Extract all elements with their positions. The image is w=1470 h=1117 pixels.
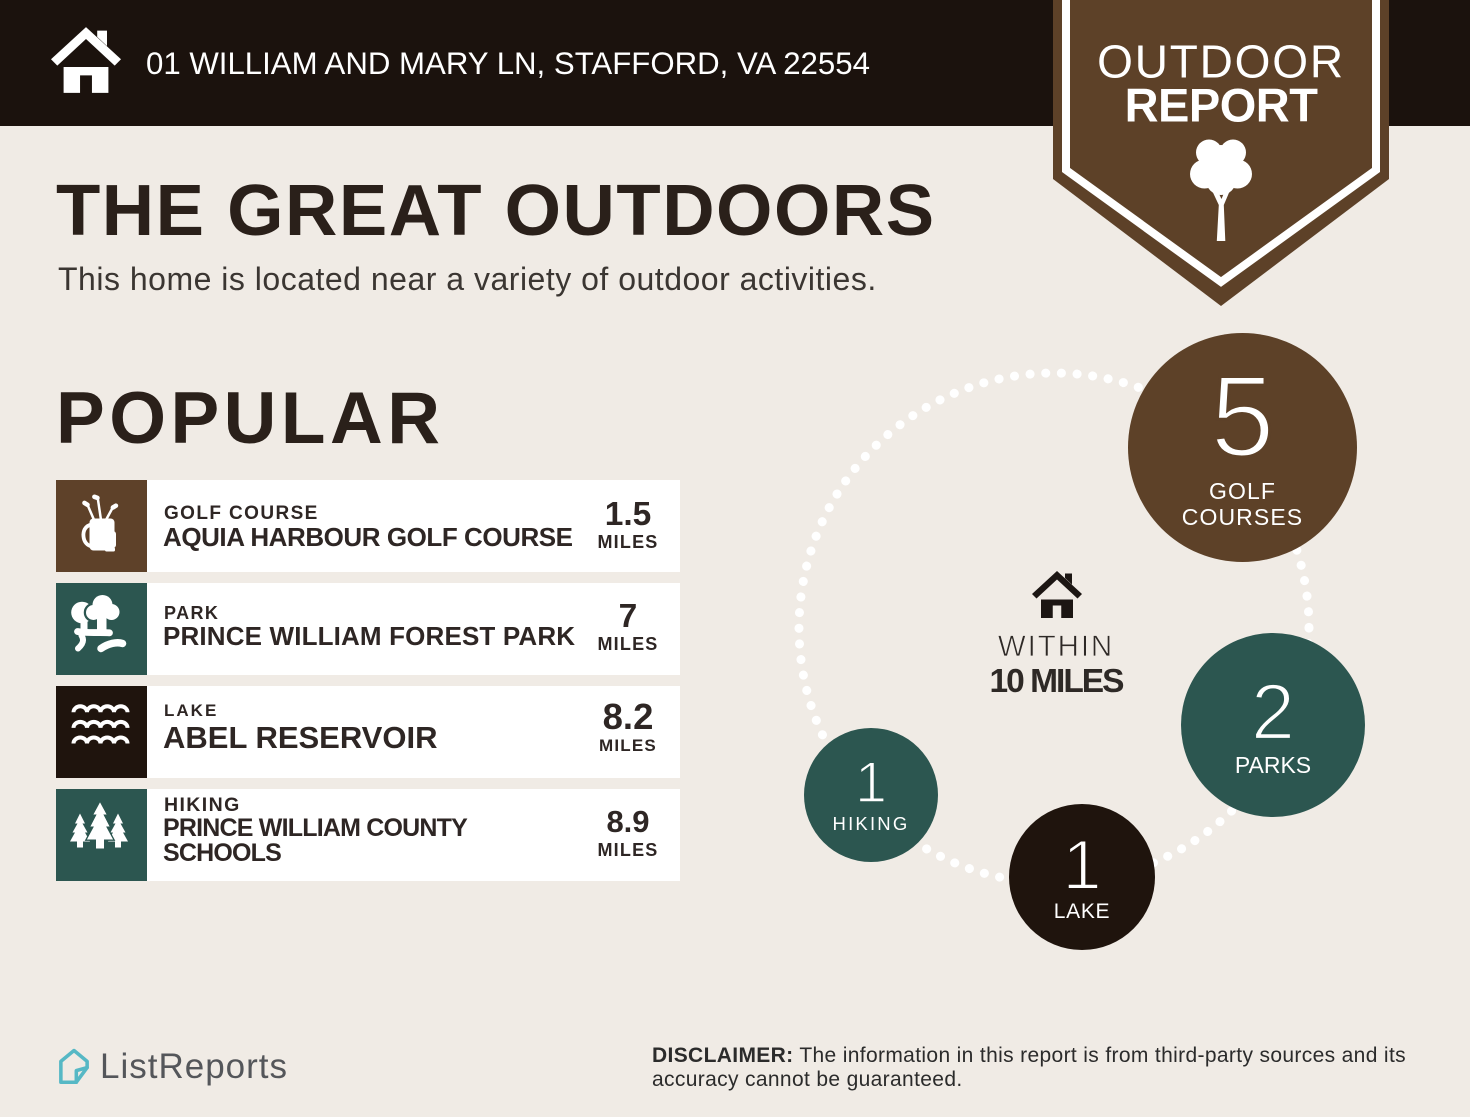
svg-text:OUTDOOR: OUTDOOR bbox=[1097, 36, 1345, 88]
svg-text:REPORT: REPORT bbox=[1125, 79, 1319, 132]
